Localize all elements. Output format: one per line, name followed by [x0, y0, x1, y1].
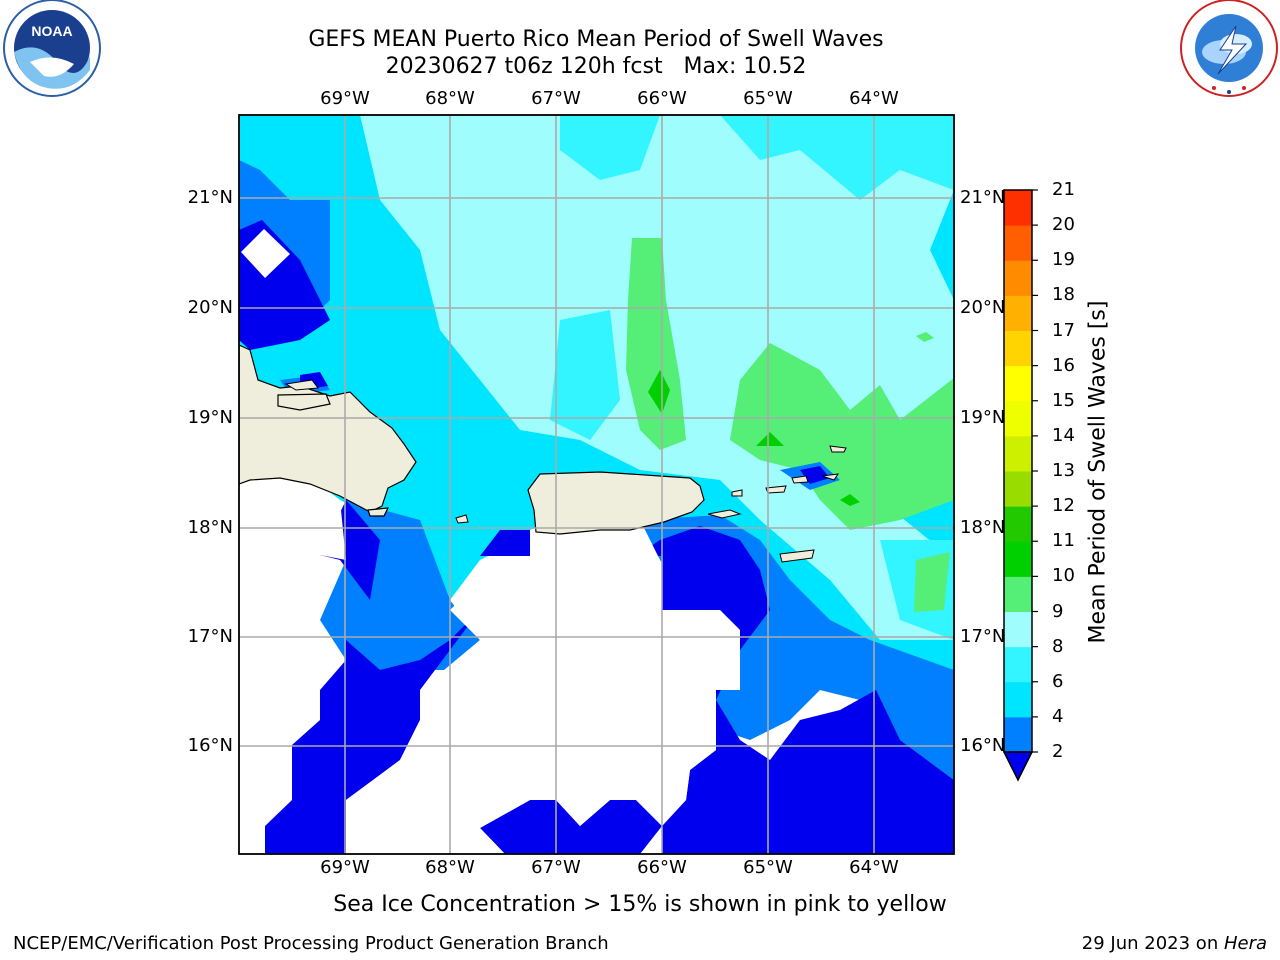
lon-label-bottom: 64°W: [849, 857, 899, 878]
footer-date: 29 Jun 2023 on Hera: [1082, 933, 1267, 954]
lon-label-bottom: 67°W: [531, 857, 581, 878]
lat-label-left: 17°N: [187, 626, 233, 647]
colorbar-swatch: [1004, 716, 1032, 753]
colorbar-swatch: [1004, 400, 1032, 437]
colorbar-swatch: [1004, 506, 1032, 542]
colorbar-tick-label: 21: [1052, 179, 1075, 200]
lat-label-left: 16°N: [187, 735, 233, 756]
colorbar-swatch: [1004, 435, 1032, 472]
footer-date-text: 29 Jun 2023 on: [1081, 933, 1224, 954]
colorbar-tick-label: 12: [1052, 495, 1075, 517]
colorbar-tick-label: 11: [1052, 530, 1075, 552]
lon-label-top: 65°W: [743, 88, 793, 109]
lat-label-right: 18°N: [960, 517, 1006, 538]
lat-label-left: 19°N: [187, 407, 233, 428]
colorbar-tick-label: 4: [1052, 705, 1064, 727]
lat-label-left: 18°N: [187, 517, 233, 538]
colorbar-extend-min: [1002, 751, 1034, 782]
lon-label-bottom: 68°W: [425, 857, 475, 878]
colorbar-swatch: [1004, 646, 1032, 683]
colorbar-swatch: [1004, 611, 1032, 648]
sea-ice-note: Sea Ice Concentration > 15% is shown in …: [333, 892, 947, 917]
colorbar-swatch: [1004, 471, 1032, 507]
footer-credit: NCEP/EMC/Verification Post Processing Pr…: [13, 933, 609, 954]
lat-label-right: 17°N: [960, 626, 1006, 647]
colorbar-tick-label: 6: [1052, 670, 1064, 692]
lat-label-right: 19°N: [960, 407, 1006, 428]
lon-label-top: 64°W: [849, 88, 899, 109]
lat-label-right: 20°N: [960, 297, 1006, 318]
colorbar-swatch: [1004, 260, 1032, 296]
colorbar-tick-label: 9: [1052, 600, 1064, 622]
lat-label-right: 21°N: [960, 187, 1006, 208]
colorbar-tick-label: 17: [1052, 319, 1075, 341]
lat-label-right: 16°N: [960, 735, 1006, 756]
colorbar: [1002, 189, 1038, 782]
colorbar-swatch: [1004, 295, 1032, 331]
lon-label-bottom: 66°W: [637, 857, 687, 878]
colorbar-tick-label: 13: [1052, 460, 1075, 481]
colorbar-tick-label: 19: [1052, 249, 1075, 271]
noaa-logo-text: NOAA: [31, 23, 72, 39]
colorbar-tick-label: 16: [1052, 354, 1075, 376]
map-grid: [239, 115, 954, 854]
lon-label-bottom: 69°W: [320, 857, 370, 878]
lat-label-left: 21°N: [187, 187, 233, 208]
colorbar-tick-label: 20: [1052, 214, 1075, 236]
colorbar-swatch: [1004, 541, 1032, 577]
colorbar-swatch: [1004, 365, 1032, 402]
colorbar-tick-label: 15: [1052, 389, 1075, 411]
lon-label-top: 68°W: [425, 88, 475, 109]
colorbar-swatch: [1004, 681, 1032, 718]
lat-label-left: 20°N: [187, 297, 233, 318]
chart-title: GEFS MEAN Puerto Rico Mean Period of Swe…: [308, 27, 884, 52]
colorbar-swatch: [1004, 576, 1032, 612]
chart-subtitle: 20230627 t06z 120h fcst Max: 10.52: [385, 54, 807, 79]
lon-label-bottom: 65°W: [743, 857, 793, 878]
land-puerto-rico: [527, 471, 705, 535]
colorbar-swatch: [1004, 330, 1032, 367]
land-hispaniola: [239, 344, 417, 513]
colorbar-tick-label: 2: [1052, 741, 1064, 762]
footer-host: Hera: [1223, 933, 1267, 954]
colorbar-swatch: [1004, 225, 1032, 261]
lon-label-top: 67°W: [531, 88, 581, 109]
colorbar-tick-label: 14: [1052, 424, 1075, 446]
map-frame: [238, 114, 955, 855]
nws-logo-icon: [1180, 0, 1278, 97]
colorbar-tick-label: 18: [1052, 284, 1075, 306]
lon-label-top: 69°W: [320, 88, 370, 109]
colorbar-tick-label: 8: [1052, 635, 1064, 657]
colorbar-swatch: [1004, 190, 1032, 226]
colorbar-label: Mean Period of Swell Waves [s]: [1085, 300, 1111, 644]
colorbar-tick-label: 10: [1052, 565, 1075, 587]
lon-label-top: 66°W: [637, 88, 687, 109]
noaa-logo-icon: NOAA: [3, 0, 101, 97]
